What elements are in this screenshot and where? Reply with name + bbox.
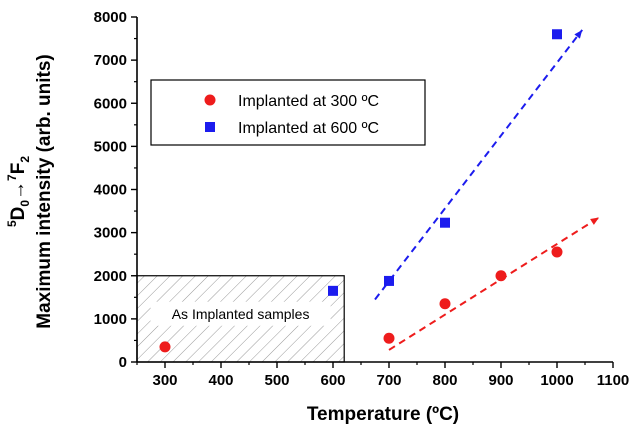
x-tick-label: 500 bbox=[264, 372, 289, 389]
y-axis-transition-sub1: 0 bbox=[18, 200, 32, 207]
y-axis-transition-sub2: 2 bbox=[18, 156, 32, 163]
data-point-series-2 bbox=[552, 29, 562, 40]
y-axis-title: Maximum intensity (arb. units) bbox=[34, 54, 55, 328]
legend-marker-2 bbox=[205, 122, 215, 132]
annotation-text-background bbox=[150, 301, 331, 326]
trend-line-1 bbox=[388, 216, 600, 351]
y-axis-transition-main2: F bbox=[8, 163, 29, 175]
legend-label-1: Implanted at 300 ºC bbox=[238, 93, 379, 110]
data-point-series-1 bbox=[551, 246, 563, 258]
data-point-series-2 bbox=[384, 275, 394, 286]
y-tick-label: 3000 bbox=[94, 225, 127, 242]
y-axis-transition-main1: D bbox=[8, 207, 29, 221]
trend-line-2 bbox=[374, 29, 583, 301]
trend-arrowhead-1 bbox=[590, 217, 599, 225]
x-tick-label: 700 bbox=[376, 372, 401, 389]
y-tick-label: 0 bbox=[119, 354, 127, 371]
x-tick-label: 400 bbox=[208, 372, 233, 389]
data-point-series-1 bbox=[495, 270, 507, 282]
legend-box bbox=[150, 79, 426, 146]
data-point-series-1 bbox=[439, 298, 451, 310]
y-axis-transition-arrow: → bbox=[8, 181, 29, 200]
legend-marker-1 bbox=[204, 94, 216, 106]
x-tick-label: 800 bbox=[432, 372, 457, 389]
x-tick-label: 900 bbox=[488, 372, 513, 389]
annotation-label: As Implanted samples bbox=[172, 306, 310, 322]
y-axis-transition-sup1: 5 bbox=[5, 220, 19, 227]
y-tick-label: 6000 bbox=[94, 95, 127, 112]
x-tick-label: 1100 bbox=[597, 372, 630, 389]
x-tick-label: 1000 bbox=[540, 372, 573, 389]
y-tick-label: 5000 bbox=[94, 138, 127, 155]
y-tick-label: 7000 bbox=[94, 52, 127, 69]
legend-label-2: Implanted at 600 ºC bbox=[238, 120, 379, 137]
trend-arrowhead-2 bbox=[574, 29, 583, 39]
data-point-series-1 bbox=[383, 332, 395, 344]
x-tick-label: 600 bbox=[320, 372, 345, 389]
x-tick-label: 300 bbox=[152, 372, 177, 389]
data-point-series-2 bbox=[440, 217, 450, 228]
y-tick-label: 2000 bbox=[94, 268, 127, 285]
y-axis-transition-sup2: 7 bbox=[5, 174, 19, 181]
y-axis-transition: 5D0→7F2 bbox=[5, 156, 32, 227]
y-tick-label: 8000 bbox=[94, 9, 127, 26]
y-tick-label: 4000 bbox=[94, 182, 127, 199]
y-tick-label: 1000 bbox=[94, 311, 127, 328]
y-axis-title-text: Maximum intensity (arb. units) bbox=[34, 54, 55, 328]
x-axis-title: Temperature (ºC) bbox=[307, 404, 459, 425]
data-point-series-2 bbox=[328, 285, 338, 296]
data-point-series-1 bbox=[159, 341, 171, 353]
